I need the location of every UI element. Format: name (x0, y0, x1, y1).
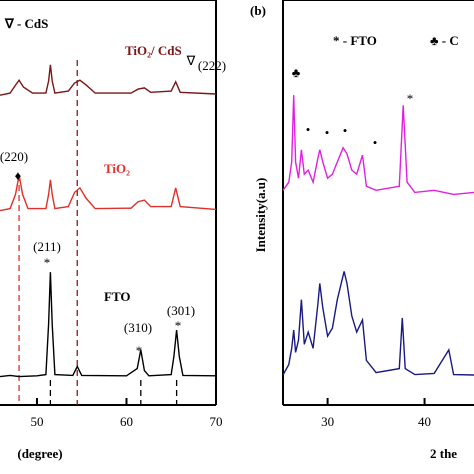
x-tick-label: 40 (418, 414, 431, 429)
annotation: ∇ - CdS (4, 16, 48, 31)
annotation: (b) (250, 3, 266, 18)
x-tick-label: 50 (30, 414, 43, 429)
annotation: (310) (124, 320, 152, 335)
annotation: (220) (0, 149, 28, 164)
series-label: TiO₂ (104, 161, 130, 176)
annotation: * (44, 255, 51, 270)
annotation: ∇ (186, 53, 196, 68)
annotation: (211) (33, 239, 61, 254)
x-axis-label: 2 the (430, 446, 457, 461)
annotation: ♣ - C (430, 33, 459, 48)
annotation: * (407, 91, 414, 106)
y-axis-label: Intensity(a.u) (253, 178, 268, 253)
annotation: * - FTO (333, 33, 377, 48)
spectrum-line (282, 95, 474, 196)
x-tick-label: 70 (210, 414, 223, 429)
annotation: • (306, 122, 311, 137)
spectrum-line (0, 64, 217, 96)
annotation: • (373, 135, 378, 150)
spectrum-line (0, 174, 217, 212)
series-label: FTO (104, 289, 131, 304)
annotation: ♣ (292, 65, 301, 80)
x-tick-label: 60 (120, 414, 133, 429)
annotation: (222) (198, 58, 226, 73)
spectrum-line (282, 271, 474, 376)
x-tick-label: 30 (321, 414, 334, 429)
annotation: * (136, 343, 143, 358)
annotation: • (325, 125, 330, 140)
annotation: • (343, 123, 348, 138)
series-label: TiO₂/ CdS (125, 43, 182, 58)
spectrum-line (0, 272, 217, 378)
annotation: ♦ (15, 168, 22, 183)
annotation: * (175, 318, 182, 333)
annotation: (301) (167, 303, 195, 318)
x-axis-label: (degree) (17, 446, 62, 461)
